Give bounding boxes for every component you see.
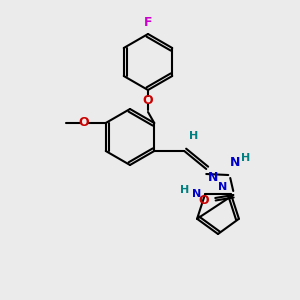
Text: N: N bbox=[230, 156, 241, 169]
Text: H: H bbox=[180, 185, 189, 195]
Text: F: F bbox=[144, 16, 152, 28]
Text: O: O bbox=[143, 94, 153, 106]
Text: N: N bbox=[208, 171, 219, 184]
Text: N: N bbox=[192, 189, 201, 199]
Text: O: O bbox=[78, 116, 89, 130]
Text: N: N bbox=[218, 182, 227, 192]
Text: H: H bbox=[189, 131, 199, 141]
Text: H: H bbox=[241, 153, 250, 163]
Text: O: O bbox=[199, 194, 209, 206]
